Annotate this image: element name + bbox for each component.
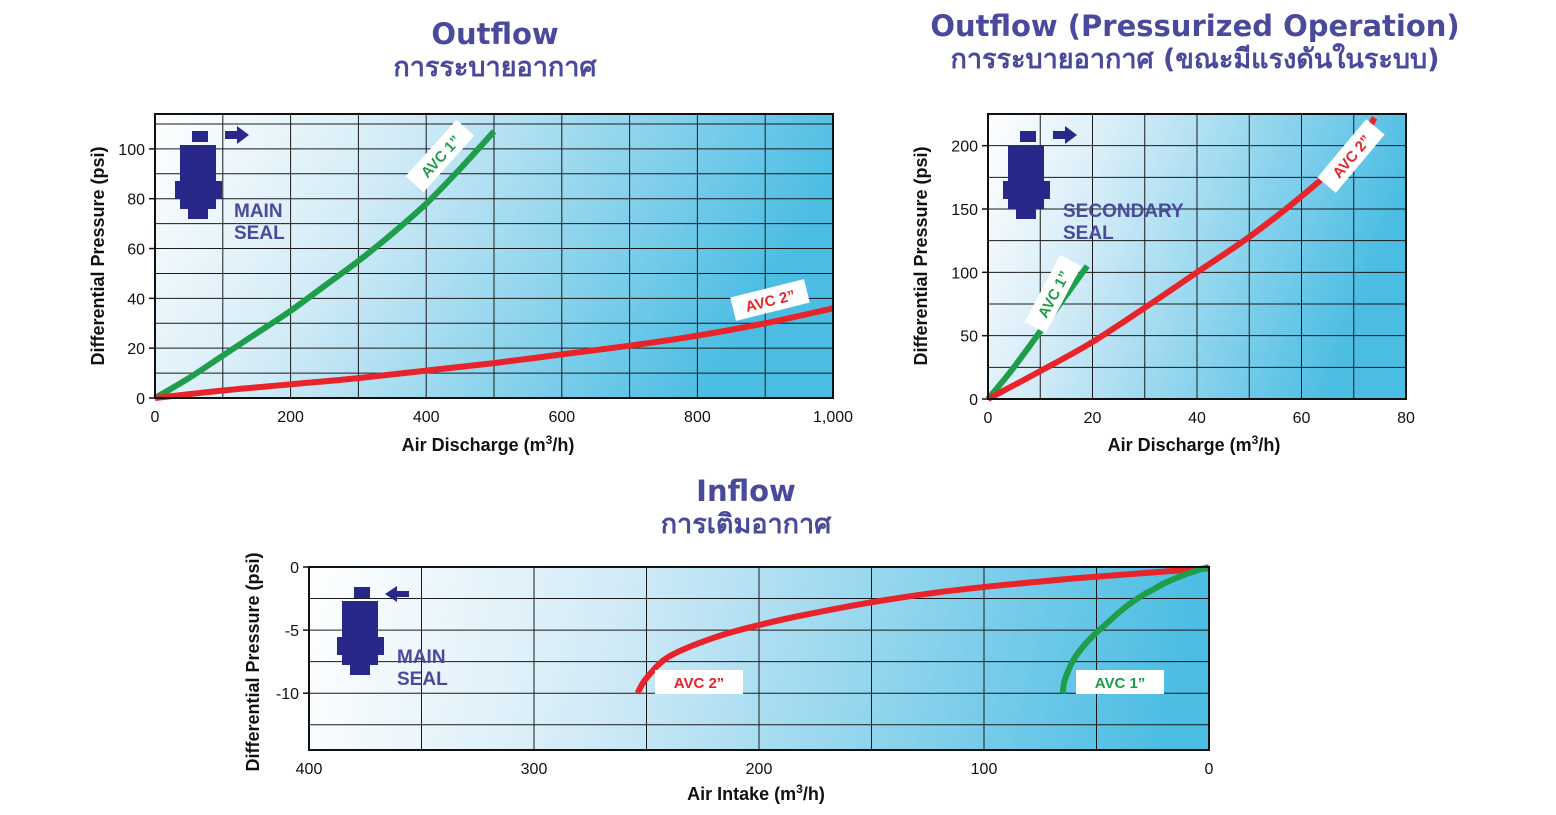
outflow-pressurized-seal-label-1: SECONDARY <box>1063 201 1184 222</box>
x-tick-label: 200 <box>277 409 304 426</box>
outflow-pressurized-xlabel: Air Discharge (m3/h) <box>1108 433 1281 455</box>
outflow-seal-label-2: SEAL <box>234 223 285 244</box>
x-tick-label: 300 <box>521 761 548 778</box>
x-tick-label: 800 <box>684 409 711 426</box>
x-tick-label: 0 <box>984 410 993 427</box>
y-tick-label: 0 <box>969 392 978 409</box>
outflow-series <box>153 129 834 401</box>
x-tick-label: 1,000 <box>813 409 853 426</box>
x-tick-label: 400 <box>296 761 323 778</box>
outflow-pressurized-title-block: Outflow (Pressurized Operation) การระบาย… <box>890 9 1500 77</box>
x-tick-label: 40 <box>1188 410 1206 427</box>
inflow-avc2-label: AVC 2” <box>655 670 743 694</box>
y-tick-label: 40 <box>127 291 145 308</box>
series-line <box>154 305 834 401</box>
outflow-ticks: 0 200 400 600 800 1,000 0 20 40 60 80 100 <box>118 142 853 426</box>
x-tick-label: 60 <box>1293 410 1311 427</box>
inflow-subtitle: การเติมอากาศ <box>660 509 832 540</box>
svg-text:AVC 1”: AVC 1” <box>1095 675 1146 692</box>
y-tick-label: 150 <box>951 202 978 219</box>
outflow-pressurized-ticks: 0 20 40 60 80 0 50 100 150 200 <box>951 139 1415 427</box>
outflow-pressurized-title: Outflow (Pressurized Operation) <box>930 9 1460 43</box>
inflow-ticks: 400 300 200 100 0 0 -5 -10 <box>276 560 1214 778</box>
outflow-pressurized-subtitle: การระบายอากาศ (ขณะมีแรงดันในระบบ) <box>950 44 1440 75</box>
y-tick-label: 100 <box>951 265 978 282</box>
y-tick-label: 0 <box>136 391 145 408</box>
series-line <box>985 264 1090 401</box>
inflow-valve-icon <box>337 586 409 675</box>
outflow-title: Outflow <box>431 17 559 51</box>
outflow-subtitle: การระบายอากาศ <box>393 52 597 83</box>
outflow-chart: MAIN SEAL AVC 1” AVC 2” 0 200 400 600 800 1,0… <box>88 113 853 455</box>
y-tick-label: -5 <box>285 623 299 640</box>
inflow-seal-label-1: MAIN <box>397 647 446 668</box>
y-tick-label: 80 <box>127 192 145 209</box>
outflow-title-block: Outflow การระบายอากาศ <box>345 17 645 85</box>
x-tick-label: 0 <box>151 409 160 426</box>
outflow-pressurized-chart: SECONDARY SEAL AVC 1” AVC 2” 0 20 40 60 8005… <box>911 113 1415 455</box>
outflow-xlabel: Air Discharge (m3/h) <box>402 433 575 455</box>
inflow-ylabel: Differential Pressure (psi) <box>243 552 263 771</box>
x-tick-label: 600 <box>548 409 575 426</box>
x-tick-label: 20 <box>1084 410 1102 427</box>
y-tick-label: 20 <box>127 341 145 358</box>
inflow-avc1-label: AVC 1” <box>1076 670 1164 694</box>
outflow-seal-label-1: MAIN <box>234 201 283 222</box>
inflow-title: Inflow <box>696 474 796 508</box>
x-tick-label: 80 <box>1397 410 1415 427</box>
y-tick-label: -10 <box>276 686 299 703</box>
arrow-left-icon <box>385 586 409 602</box>
arrow-right-icon <box>225 126 249 144</box>
outflow-pressurized-ylabel: Differential Pressure (psi) <box>911 146 931 365</box>
x-tick-label: 200 <box>746 761 773 778</box>
outflow-ylabel: Differential Pressure (psi) <box>88 146 108 365</box>
outflow-pressurized-seal-label-2: SEAL <box>1063 223 1114 244</box>
y-tick-label: 100 <box>118 142 145 159</box>
x-tick-label: 100 <box>971 761 998 778</box>
inflow-series <box>634 564 1210 695</box>
svg-text:AVC 2”: AVC 2” <box>674 675 725 692</box>
outflow-frame <box>154 113 834 399</box>
x-tick-label: 0 <box>1205 761 1214 778</box>
inflow-title-block: Inflow การเติมอากาศ <box>596 474 896 542</box>
arrow-right-icon <box>1053 126 1077 144</box>
y-tick-label: 200 <box>951 139 978 156</box>
inflow-seal-label-2: SEAL <box>397 669 448 690</box>
outflow-valve-icon <box>175 126 249 219</box>
outflow-pressurized-frame <box>987 113 1407 400</box>
y-tick-label: 0 <box>290 560 299 577</box>
outflow-pressurized-valve-icon <box>1003 126 1077 219</box>
inflow-chart: MAIN SEAL AVC 2” AVC 1” 400 300 200 100 0 0 -5… <box>243 552 1214 804</box>
inflow-frame <box>308 566 1210 751</box>
series-line <box>153 129 497 401</box>
series-line <box>1059 564 1210 694</box>
y-tick-label: 60 <box>127 242 145 259</box>
inflow-xlabel: Air Intake (m3/h) <box>687 782 825 804</box>
x-tick-label: 400 <box>413 409 440 426</box>
y-tick-label: 50 <box>960 329 978 346</box>
series-line <box>634 565 1210 695</box>
